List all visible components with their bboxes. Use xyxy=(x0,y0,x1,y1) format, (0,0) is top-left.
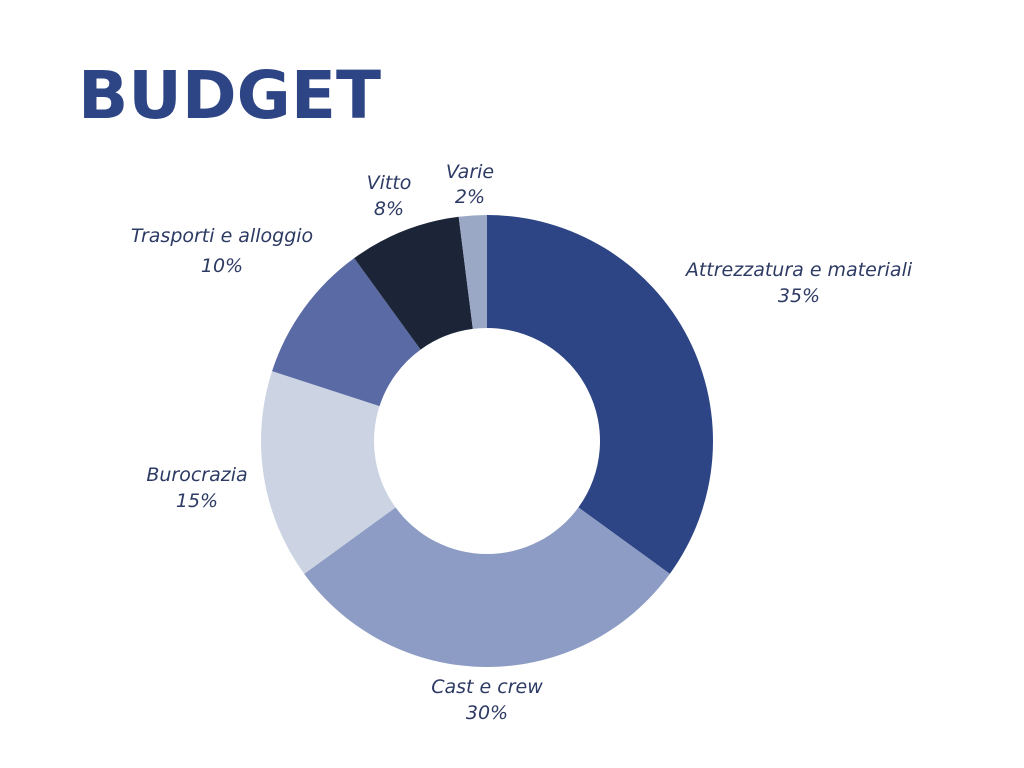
slice-burocrazia xyxy=(261,371,396,574)
slice-trasporti-e-alloggio xyxy=(272,258,421,407)
slice-attrezzatura-e-materiali xyxy=(487,215,713,574)
slice-label-category: Vitto xyxy=(367,172,412,194)
slice-label-value: 30% xyxy=(466,702,508,724)
slice-label-value: 35% xyxy=(778,285,820,307)
slice-label-value: 15% xyxy=(176,490,218,512)
slice-label-category: Varie xyxy=(446,161,494,183)
slice-labels: Attrezzatura e materiali 35% Cast e crew 30… xyxy=(131,161,913,724)
slice-label-value: 8% xyxy=(374,198,404,220)
donut-slices xyxy=(261,215,713,667)
slice-label-category: Attrezzatura e materiali xyxy=(684,259,913,281)
slice-varie xyxy=(458,215,487,329)
slice-label-value: 10% xyxy=(201,255,243,277)
slice-vitto xyxy=(354,216,473,350)
slice-label-category: Burocrazia xyxy=(146,464,247,486)
chart-title: BUDGET xyxy=(78,57,381,134)
slice-cast-e-crew xyxy=(304,507,670,667)
slice-label-category: Trasporti e alloggio xyxy=(131,225,313,247)
slice-label-category: Cast e crew xyxy=(431,676,543,698)
slice-label-value: 2% xyxy=(455,186,485,208)
